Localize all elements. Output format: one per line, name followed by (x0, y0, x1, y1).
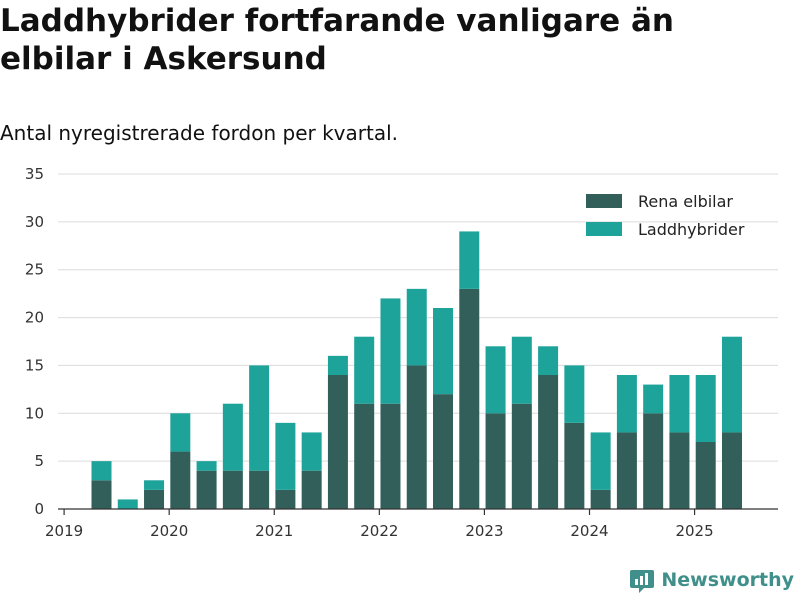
bar-laddhybrider (301, 432, 322, 471)
bar-laddhybrider (485, 346, 506, 414)
bar-laddhybrider (380, 298, 401, 404)
legend-swatch (586, 222, 622, 236)
bar-laddhybrider (643, 384, 664, 414)
brand-logo: Newsworthy (629, 566, 794, 594)
bar-rena-elbilar (222, 470, 243, 509)
bar-laddhybrider (538, 346, 559, 375)
bar-rena-elbilar (327, 375, 348, 509)
bar-rena-elbilar (249, 470, 270, 509)
bar-laddhybrider (275, 422, 296, 490)
newsworthy-logo-icon (630, 570, 655, 593)
bar-rena-elbilar (564, 422, 585, 509)
y-tick-label: 30 (25, 213, 44, 231)
bar-rena-elbilar (406, 365, 427, 509)
legend-label: Rena elbilar (638, 192, 733, 211)
bar-laddhybrider (616, 375, 637, 433)
bar-laddhybrider (669, 375, 690, 433)
y-tick-label: 0 (34, 500, 44, 518)
bar-rena-elbilar (301, 470, 322, 509)
y-tick-label: 5 (34, 452, 44, 470)
x-tick-label: 2020 (150, 522, 188, 540)
x-axis: 2019 2020 2021 2022 2023 2024 2025 (45, 508, 778, 540)
bar-laddhybrider (459, 231, 480, 289)
bar-rena-elbilar (380, 403, 401, 509)
bar-rena-elbilar (616, 432, 637, 509)
bar-laddhybrider (222, 403, 243, 471)
bars (91, 231, 742, 509)
bar-laddhybrider (511, 336, 532, 404)
chart-title: Laddhybrider fortfarande vanligare än el… (0, 3, 674, 77)
x-tick-label: 2023 (465, 522, 503, 540)
bar-laddhybrider (564, 365, 585, 423)
bar-rena-elbilar (433, 394, 454, 509)
bar-laddhybrider (406, 288, 427, 366)
bar-laddhybrider (249, 365, 270, 471)
bar-laddhybrider (721, 336, 742, 433)
y-tick-label: 35 (25, 165, 44, 183)
bar-laddhybrider (354, 336, 375, 404)
bar-laddhybrider (117, 499, 138, 509)
chart-subtitle: Antal nyregistrerade fordon per kvartal. (0, 121, 399, 145)
bar-laddhybrider (196, 461, 217, 471)
bar-laddhybrider (590, 432, 611, 490)
bar-rena-elbilar (91, 480, 112, 509)
y-tick-label: 15 (25, 356, 44, 374)
x-tick-label: 2025 (675, 522, 713, 540)
bar-rena-elbilar (459, 288, 480, 509)
bar-rena-elbilar (695, 442, 716, 509)
bar-rena-elbilar (538, 375, 559, 509)
bar-laddhybrider (91, 461, 112, 481)
legend-label: Laddhybrider (638, 220, 745, 239)
y-tick-label: 25 (25, 261, 44, 279)
x-tick-label: 2019 (45, 522, 83, 540)
x-tick-label: 2021 (255, 522, 293, 540)
grid-lines: 0 5 10 15 20 25 30 35 (25, 165, 778, 518)
bar-rena-elbilar (590, 489, 611, 509)
bar-rena-elbilar (721, 432, 742, 509)
brand-name: Newsworthy (661, 569, 794, 591)
bar-rena-elbilar (643, 413, 664, 509)
bar-rena-elbilar (196, 470, 217, 509)
bar-laddhybrider (695, 375, 716, 442)
x-tick-label: 2024 (570, 522, 608, 540)
bar-rena-elbilar (275, 489, 296, 509)
bar-laddhybrider (170, 413, 191, 452)
bar-rena-elbilar (144, 489, 165, 509)
legend-swatch (586, 194, 622, 208)
bar-rena-elbilar (511, 403, 532, 509)
bar-laddhybrider (433, 308, 454, 395)
bar-rena-elbilar (669, 432, 690, 509)
x-tick-label: 2022 (360, 522, 398, 540)
bar-laddhybrider (144, 480, 165, 490)
bar-rena-elbilar (354, 403, 375, 509)
bar-rena-elbilar (485, 413, 506, 509)
bar-rena-elbilar (170, 451, 191, 509)
bar-laddhybrider (327, 355, 348, 375)
y-tick-label: 20 (25, 309, 44, 327)
y-tick-label: 10 (25, 404, 44, 422)
legend: Rena elbilar Laddhybrider (586, 192, 745, 239)
